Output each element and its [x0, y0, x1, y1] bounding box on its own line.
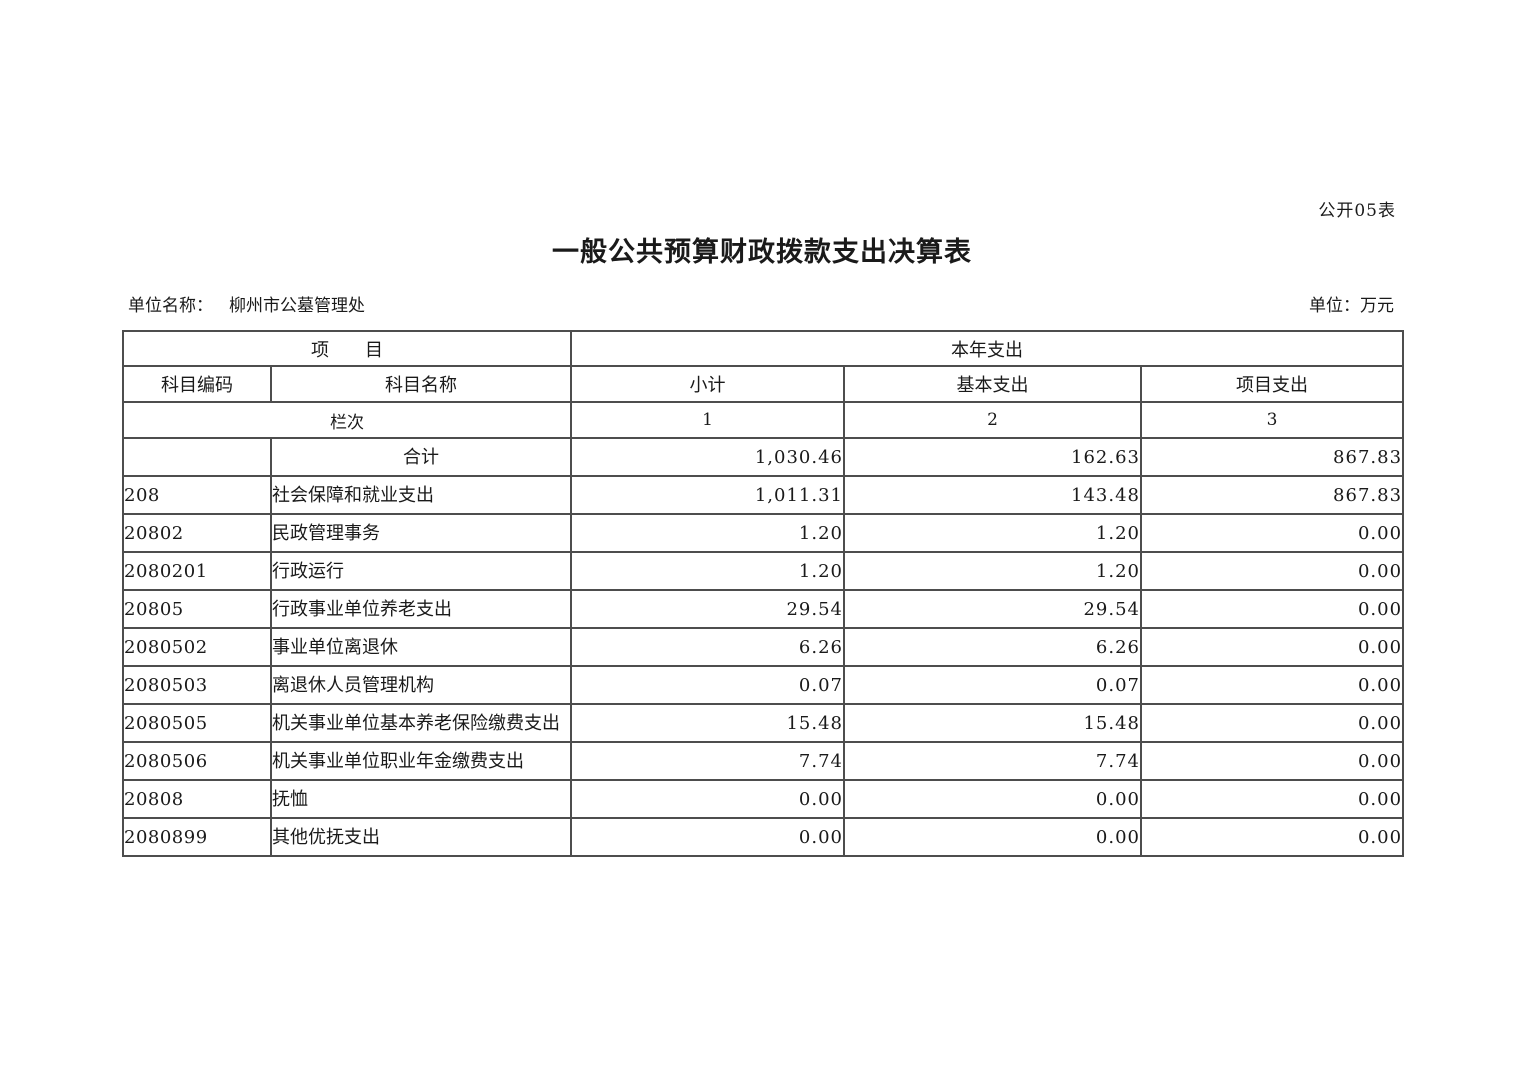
header-col-subtotal: 小计 — [570, 365, 845, 403]
cell-subject-code: 2080201 — [122, 551, 272, 591]
cell-subject-name: 民政管理事务 — [270, 513, 572, 553]
table-row: 20802 民政管理事务 1.20 1.20 0.00 — [122, 513, 1405, 553]
header-columns-row: 科目编码 科目名称 小计 基本支出 项目支出 — [122, 365, 1405, 403]
cell-basic-expense: 0.00 — [843, 779, 1142, 819]
header-item-group: 项 目 — [122, 330, 572, 367]
lanci-label: 栏次 — [122, 401, 572, 439]
cell-subtotal: 0.07 — [570, 665, 845, 705]
table-row: 2080502 事业单位离退休 6.26 6.26 0.00 — [122, 627, 1405, 667]
cell-subject-code: 2080505 — [122, 703, 272, 743]
table-row: 208 社会保障和就业支出 1,011.31 143.48 867.83 — [122, 475, 1405, 515]
lanci-col-1: 1 — [570, 401, 845, 439]
header-col-basic: 基本支出 — [843, 365, 1142, 403]
form-code-label: 公开05表 — [1318, 201, 1396, 221]
cell-subtotal: 29.54 — [570, 589, 845, 629]
cell-project-expense: 867.83 — [1139, 475, 1405, 515]
cell-basic-expense: 29.54 — [843, 589, 1142, 629]
meta-row: 单位名称： 柳州市公墓管理处 单位：万元 — [122, 294, 1402, 318]
cell-project-expense: 0.00 — [1139, 779, 1405, 819]
cell-subject-name: 离退休人员管理机构 — [270, 665, 572, 705]
lanci-col-2: 2 — [843, 401, 1142, 439]
budget-table: 项 目 本年支出 科目编码 科目名称 小计 基本支出 项目支出 栏次 1 2 3… — [122, 330, 1405, 857]
cell-subject-code: 2080502 — [122, 627, 272, 667]
cell-basic-expense: 0.07 — [843, 665, 1142, 705]
cell-subject-name: 抚恤 — [270, 779, 572, 819]
cell-subtotal: 0.00 — [570, 779, 845, 819]
table-row: 2080899 其他优抚支出 0.00 0.00 0.00 — [122, 817, 1405, 857]
cell-subtotal: 1.20 — [570, 513, 845, 553]
table-row: 2080506 机关事业单位职业年金缴费支出 7.74 7.74 0.00 — [122, 741, 1405, 781]
cell-subject-name: 其他优抚支出 — [270, 817, 572, 857]
org-name-line: 单位名称： 柳州市公墓管理处 — [122, 294, 365, 318]
header-col-project: 项目支出 — [1139, 365, 1405, 403]
cell-project-expense: 0.00 — [1139, 627, 1405, 667]
cell-subtotal: 7.74 — [570, 741, 845, 781]
cell-subtotal: 1.20 — [570, 551, 845, 591]
cell-project-expense: 0.00 — [1139, 589, 1405, 629]
table-row: 合计 1,030.46 162.63 867.83 — [122, 437, 1405, 477]
header-lanci-row: 栏次 1 2 3 — [122, 401, 1405, 439]
lanci-col-3: 3 — [1139, 401, 1405, 439]
header-year-expense-group: 本年支出 — [569, 330, 1405, 367]
unit-label: 单位：万元 — [1309, 296, 1394, 316]
org-name-value: 柳州市公墓管理处 — [229, 296, 365, 316]
table-body: 合计 1,030.46 162.63 867.83 208 社会保障和就业支出 … — [122, 437, 1405, 857]
cell-basic-expense: 1.20 — [843, 551, 1142, 591]
cell-project-expense: 0.00 — [1139, 665, 1405, 705]
cell-subject-code: 20805 — [122, 589, 272, 629]
cell-subject-code: 2080503 — [122, 665, 272, 705]
cell-project-expense: 0.00 — [1139, 551, 1405, 591]
cell-subject-code: 2080899 — [122, 817, 272, 857]
table-row: 20805 行政事业单位养老支出 29.54 29.54 0.00 — [122, 589, 1405, 629]
cell-subtotal: 1,011.31 — [570, 475, 845, 515]
table-row: 2080503 离退休人员管理机构 0.07 0.07 0.00 — [122, 665, 1405, 705]
cell-subject-name: 行政运行 — [270, 551, 572, 591]
cell-basic-expense: 1.20 — [843, 513, 1142, 553]
page-title: 一般公共预算财政拨款支出决算表 — [552, 237, 972, 268]
cell-basic-expense: 143.48 — [843, 475, 1142, 515]
cell-subject-code: 2080506 — [122, 741, 272, 781]
cell-subtotal: 0.00 — [570, 817, 845, 857]
cell-subtotal: 15.48 — [570, 703, 845, 743]
cell-project-expense: 867.83 — [1139, 437, 1405, 477]
cell-basic-expense: 0.00 — [843, 817, 1142, 857]
cell-basic-expense: 6.26 — [843, 627, 1142, 667]
cell-subject-name: 机关事业单位职业年金缴费支出 — [270, 741, 572, 781]
table-row: 2080201 行政运行 1.20 1.20 0.00 — [122, 551, 1405, 591]
cell-subject-code: 20808 — [122, 779, 272, 819]
cell-project-expense: 0.00 — [1139, 703, 1405, 743]
cell-subject-name: 机关事业单位基本养老保险缴费支出 — [270, 703, 572, 743]
cell-basic-expense: 7.74 — [843, 741, 1142, 781]
cell-basic-expense: 162.63 — [843, 437, 1142, 477]
header-col-code: 科目编码 — [122, 365, 272, 403]
cell-subject-code — [122, 437, 272, 477]
cell-subject-name: 事业单位离退休 — [270, 627, 572, 667]
table-row: 2080505 机关事业单位基本养老保险缴费支出 15.48 15.48 0.0… — [122, 703, 1405, 743]
cell-subtotal: 1,030.46 — [570, 437, 845, 477]
table-header: 项 目 本年支出 科目编码 科目名称 小计 基本支出 项目支出 栏次 1 2 3 — [122, 330, 1405, 439]
cell-subject-name: 行政事业单位养老支出 — [270, 589, 572, 629]
cell-subject-code: 20802 — [122, 513, 272, 553]
cell-subject-code: 208 — [122, 475, 272, 515]
cell-subject-name: 社会保障和就业支出 — [270, 475, 572, 515]
cell-project-expense: 0.00 — [1139, 817, 1405, 857]
table-row: 20808 抚恤 0.00 0.00 0.00 — [122, 779, 1405, 819]
header-group-row: 项 目 本年支出 — [122, 330, 1405, 367]
cell-project-expense: 0.00 — [1139, 513, 1405, 553]
cell-basic-expense: 15.48 — [843, 703, 1142, 743]
cell-subject-name: 合计 — [270, 437, 572, 477]
org-name-label: 单位名称： — [128, 296, 213, 316]
cell-project-expense: 0.00 — [1139, 741, 1405, 781]
cell-subtotal: 6.26 — [570, 627, 845, 667]
header-col-name: 科目名称 — [270, 365, 572, 403]
